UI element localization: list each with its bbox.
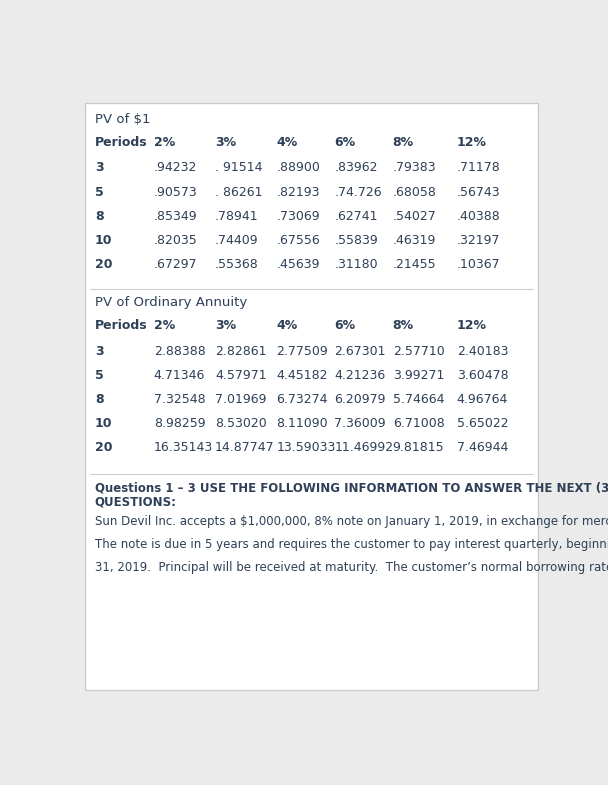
Text: . 86261: . 86261 [215, 185, 263, 199]
Text: PV of Ordinary Annuity: PV of Ordinary Annuity [95, 296, 247, 309]
Text: .46319: .46319 [393, 234, 436, 247]
Text: .56743: .56743 [457, 185, 500, 199]
Text: 20: 20 [95, 441, 112, 455]
Text: 31, 2019.  Principal will be received at maturity.  The customer’s normal borrow: 31, 2019. Principal will be received at … [95, 561, 608, 574]
Text: 4%: 4% [276, 136, 297, 149]
Text: .73069: .73069 [276, 210, 320, 223]
Text: .54027: .54027 [393, 210, 437, 223]
Text: 7.46944: 7.46944 [457, 441, 508, 455]
Text: 8%: 8% [393, 319, 414, 332]
Text: .62741: .62741 [334, 210, 378, 223]
Text: .67556: .67556 [276, 234, 320, 247]
Text: .85349: .85349 [154, 210, 198, 223]
Text: 3%: 3% [215, 319, 236, 332]
Text: 13.59033: 13.59033 [276, 441, 336, 455]
Text: 8: 8 [95, 393, 103, 406]
Text: .83962: .83962 [334, 162, 378, 174]
Text: The note is due in 5 years and requires the customer to pay interest quarterly, : The note is due in 5 years and requires … [95, 538, 608, 551]
Text: 7.32548: 7.32548 [154, 393, 206, 406]
Text: 14.87747: 14.87747 [215, 441, 275, 455]
Text: 5.74664: 5.74664 [393, 393, 444, 406]
Text: .40388: .40388 [457, 210, 500, 223]
Text: 2.82861: 2.82861 [215, 345, 266, 358]
Text: 4.45182: 4.45182 [276, 369, 328, 382]
FancyBboxPatch shape [85, 104, 538, 689]
Text: .79383: .79383 [393, 162, 437, 174]
Text: 8%: 8% [393, 136, 414, 149]
Text: 2%: 2% [154, 136, 175, 149]
Text: 3.99271: 3.99271 [393, 369, 444, 382]
Text: .82193: .82193 [276, 185, 320, 199]
Text: .31180: .31180 [334, 258, 378, 271]
Text: 6%: 6% [334, 136, 355, 149]
Text: .82035: .82035 [154, 234, 198, 247]
Text: .90573: .90573 [154, 185, 198, 199]
Text: 6.73274: 6.73274 [276, 393, 328, 406]
Text: 7.36009: 7.36009 [334, 417, 386, 430]
Text: 7.01969: 7.01969 [215, 393, 266, 406]
Text: .67297: .67297 [154, 258, 198, 271]
Text: .68058: .68058 [393, 185, 437, 199]
Text: .74.726: .74.726 [334, 185, 382, 199]
Text: 12%: 12% [457, 136, 487, 149]
Text: Periods: Periods [95, 319, 148, 332]
Text: .21455: .21455 [393, 258, 437, 271]
Text: 4%: 4% [276, 319, 297, 332]
Text: 8.98259: 8.98259 [154, 417, 206, 430]
Text: 3: 3 [95, 345, 103, 358]
Text: 2.40183: 2.40183 [457, 345, 508, 358]
Text: 2.57710: 2.57710 [393, 345, 444, 358]
Text: 2%: 2% [154, 319, 175, 332]
Text: 3: 3 [95, 162, 103, 174]
Text: .55368: .55368 [215, 258, 259, 271]
Text: 4.57971: 4.57971 [215, 369, 267, 382]
Text: .32197: .32197 [457, 234, 500, 247]
Text: 6.71008: 6.71008 [393, 417, 444, 430]
Text: 5.65022: 5.65022 [457, 417, 508, 430]
Text: .71178: .71178 [457, 162, 500, 174]
Text: 5: 5 [95, 185, 103, 199]
Text: 3.60478: 3.60478 [457, 369, 508, 382]
Text: 8.11090: 8.11090 [276, 417, 328, 430]
Text: 12%: 12% [457, 319, 487, 332]
Text: .45639: .45639 [276, 258, 320, 271]
Text: .10367: .10367 [457, 258, 500, 271]
Text: 11.46992: 11.46992 [334, 441, 393, 455]
Text: 2.77509: 2.77509 [276, 345, 328, 358]
Text: . 91514: . 91514 [215, 162, 263, 174]
Text: 6.20979: 6.20979 [334, 393, 385, 406]
Text: .74409: .74409 [215, 234, 258, 247]
Text: 6%: 6% [334, 319, 355, 332]
Text: .78941: .78941 [215, 210, 258, 223]
Text: 10: 10 [95, 234, 112, 247]
Text: PV of $1: PV of $1 [95, 113, 150, 126]
Text: 20: 20 [95, 258, 112, 271]
Text: 16.35143: 16.35143 [154, 441, 213, 455]
Text: Questions 1 – 3 USE THE FOLLOWING INFORMATION TO ANSWER THE NEXT (3): Questions 1 – 3 USE THE FOLLOWING INFORM… [95, 482, 608, 495]
Text: 3%: 3% [215, 136, 236, 149]
Text: QUESTIONS:: QUESTIONS: [95, 495, 177, 509]
Text: 2.67301: 2.67301 [334, 345, 385, 358]
Text: 5: 5 [95, 369, 103, 382]
Text: .55839: .55839 [334, 234, 378, 247]
Text: .88900: .88900 [276, 162, 320, 174]
Text: Sun Devil Inc. accepts a $1,000,000, 8% note on January 1, 2019, in exchange for: Sun Devil Inc. accepts a $1,000,000, 8% … [95, 515, 608, 528]
Text: 8: 8 [95, 210, 103, 223]
Text: 10: 10 [95, 417, 112, 430]
Text: .94232: .94232 [154, 162, 197, 174]
Text: 8.53020: 8.53020 [215, 417, 267, 430]
Text: 9.81815: 9.81815 [393, 441, 444, 455]
Text: 2.88388: 2.88388 [154, 345, 206, 358]
Text: 4.21236: 4.21236 [334, 369, 385, 382]
Text: 4.96764: 4.96764 [457, 393, 508, 406]
Text: 4.71346: 4.71346 [154, 369, 205, 382]
Text: Periods: Periods [95, 136, 148, 149]
